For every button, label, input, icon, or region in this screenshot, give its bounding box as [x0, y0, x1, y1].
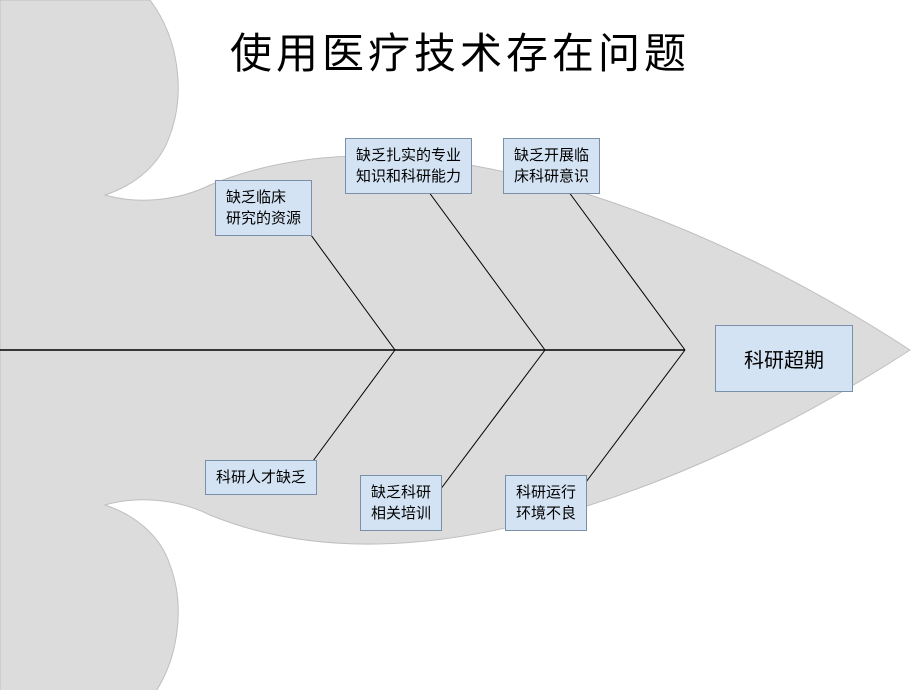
cause-bottom-1: 科研人才缺乏 [205, 460, 317, 495]
cause-top-1: 缺乏临床 研究的资源 [215, 180, 312, 236]
effect-box: 科研超期 [715, 325, 853, 392]
cause-bottom-2: 缺乏科研 相关培训 [360, 475, 442, 531]
diagram-title: 使用医疗技术存在问题 [230, 20, 690, 81]
cause-bottom-3: 科研运行 环境不良 [505, 475, 587, 531]
cause-top-2: 缺乏扎实的专业 知识和科研能力 [345, 138, 472, 194]
cause-top-3: 缺乏开展临 床科研意识 [503, 138, 600, 194]
